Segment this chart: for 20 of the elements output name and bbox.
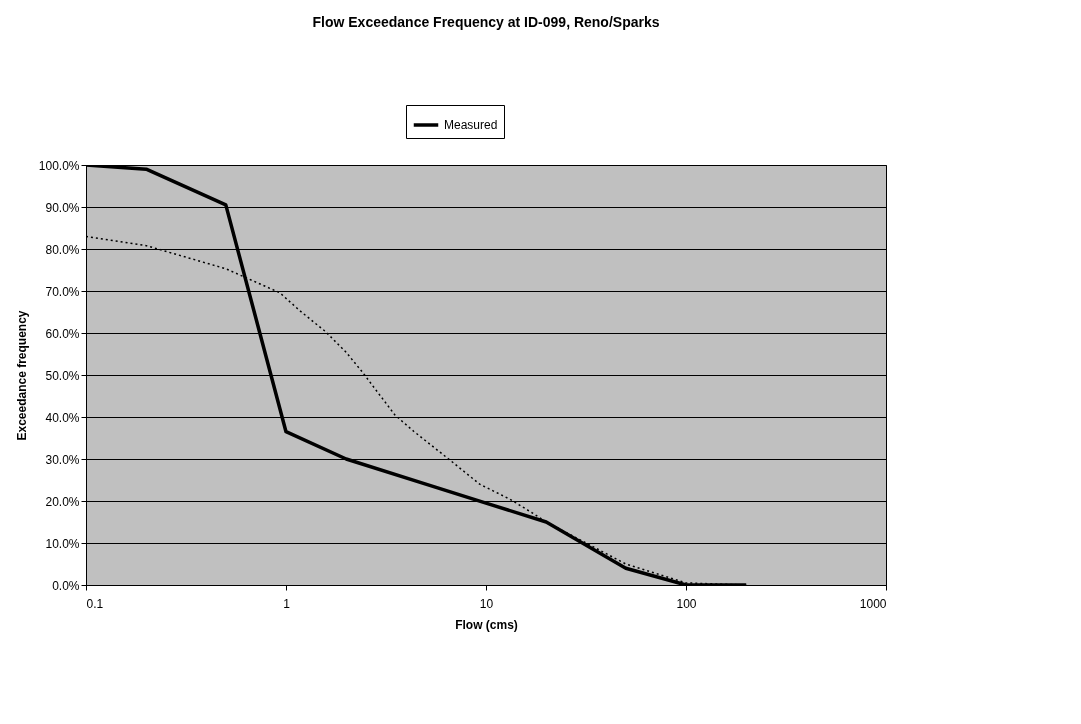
y-tick-label: 40.0% <box>45 410 80 425</box>
x-tick-label: 100 <box>676 596 697 611</box>
y-tick-label: 90.0% <box>45 200 80 215</box>
y-tick-label: 0.0% <box>52 578 80 593</box>
legend-label: Measured <box>444 118 498 132</box>
y-tick-label: 70.0% <box>45 284 80 299</box>
y-tick-label: 50.0% <box>45 368 80 383</box>
y-tick-label: 10.0% <box>45 536 80 551</box>
x-tick-label: 10 <box>479 596 494 611</box>
x-tick-label: 0.1 <box>86 596 104 611</box>
x-tick-label: 1 <box>283 596 291 611</box>
x-tick-label: 1000 <box>859 596 887 611</box>
y-axis-title: Exceedance frequency <box>14 310 29 441</box>
y-tick-label: 20.0% <box>45 494 80 509</box>
y-tick-label: 100.0% <box>38 158 80 173</box>
y-tick-label: 30.0% <box>45 452 80 467</box>
chart-title: Flow Exceedance Frequency at ID-099, Reno/Sparks <box>312 13 660 30</box>
y-tick-label: 60.0% <box>45 326 80 341</box>
y-tick-label: 80.0% <box>45 242 80 257</box>
x-axis-title: Flow (cms) <box>455 617 518 632</box>
